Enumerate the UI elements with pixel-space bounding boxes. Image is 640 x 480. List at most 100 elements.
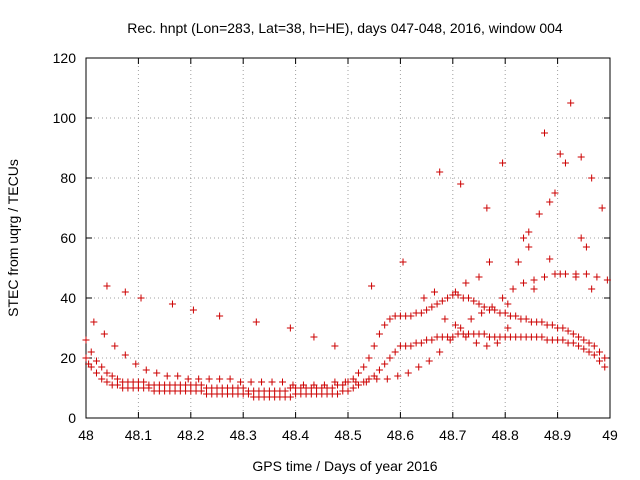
- data-point: [585, 348, 593, 356]
- data-point: [121, 288, 129, 296]
- data-point: [551, 189, 559, 197]
- data-point: [247, 378, 255, 386]
- x-tick-label: 48.3: [230, 427, 257, 443]
- data-point: [546, 198, 554, 206]
- data-point: [197, 381, 205, 389]
- data-points: [82, 99, 611, 401]
- data-point: [436, 348, 444, 356]
- data-point: [470, 297, 478, 305]
- data-point: [103, 369, 111, 377]
- data-point: [87, 348, 95, 356]
- data-point: [598, 204, 606, 212]
- data-point: [538, 333, 546, 341]
- x-tick-label: 48.4: [282, 427, 309, 443]
- data-point: [567, 99, 575, 107]
- data-point: [98, 375, 106, 383]
- data-point: [444, 294, 452, 302]
- data-point: [520, 234, 528, 242]
- data-point: [588, 174, 596, 182]
- data-point: [163, 372, 171, 380]
- data-point: [113, 375, 121, 383]
- data-point: [140, 378, 148, 386]
- data-point: [237, 378, 245, 386]
- data-point: [370, 342, 378, 350]
- data-point: [428, 303, 436, 311]
- data-point: [433, 300, 441, 308]
- y-tick-label: 80: [60, 170, 76, 186]
- y-tick-label: 100: [53, 110, 77, 126]
- data-point: [205, 375, 213, 383]
- data-point: [417, 339, 425, 347]
- data-point: [142, 366, 150, 374]
- data-point: [590, 351, 598, 359]
- data-point: [386, 354, 394, 362]
- data-point: [559, 336, 567, 344]
- data-point: [286, 324, 294, 332]
- data-point: [90, 318, 98, 326]
- data-point: [520, 279, 528, 287]
- data-point: [226, 375, 234, 383]
- data-point: [480, 303, 488, 311]
- x-tick-label: 48.2: [177, 427, 204, 443]
- data-point: [98, 363, 106, 371]
- data-point: [360, 363, 368, 371]
- data-point: [331, 378, 339, 386]
- data-point: [391, 348, 399, 356]
- data-point: [475, 273, 483, 281]
- data-point: [113, 381, 121, 389]
- data-point: [368, 282, 376, 290]
- data-point: [132, 360, 140, 368]
- x-tick-label: 48.7: [439, 427, 466, 443]
- data-point: [596, 357, 604, 365]
- data-point: [499, 294, 507, 302]
- data-point: [341, 378, 349, 386]
- data-point: [475, 300, 483, 308]
- data-point: [92, 357, 100, 365]
- data-point: [375, 366, 383, 374]
- data-point: [299, 381, 307, 389]
- data-point: [381, 360, 389, 368]
- data-point: [601, 363, 609, 371]
- data-point: [394, 372, 402, 380]
- data-point: [575, 333, 583, 341]
- data-point: [174, 372, 182, 380]
- data-point: [168, 300, 176, 308]
- data-point: [556, 270, 564, 278]
- y-axis-label: STEC from uqrg / TECUs: [5, 159, 21, 317]
- data-point: [239, 384, 247, 392]
- data-point: [457, 324, 465, 332]
- data-point: [462, 333, 470, 341]
- data-point: [438, 297, 446, 305]
- y-tick-label: 0: [68, 410, 76, 426]
- data-point: [530, 285, 538, 293]
- data-point: [195, 375, 203, 383]
- data-point: [328, 384, 336, 392]
- data-point: [252, 318, 260, 326]
- data-point: [582, 270, 590, 278]
- data-point: [467, 315, 475, 323]
- data-point: [279, 378, 286, 386]
- data-point: [399, 258, 407, 266]
- y-tick-labels: 0 20 40 60 80 100 120: [53, 50, 77, 426]
- data-point: [381, 321, 389, 329]
- data-point: [465, 294, 473, 302]
- data-point: [334, 390, 342, 398]
- data-point: [425, 357, 433, 365]
- data-point: [483, 204, 491, 212]
- data-point: [580, 345, 588, 353]
- data-point: [480, 330, 488, 338]
- data-point: [556, 150, 564, 158]
- data-point: [153, 369, 161, 377]
- data-point: [310, 333, 318, 341]
- x-tick-label: 48.9: [544, 427, 571, 443]
- data-point: [430, 288, 438, 296]
- data-point: [216, 375, 224, 383]
- data-point: [82, 336, 90, 344]
- data-point: [354, 369, 362, 377]
- data-point: [373, 375, 381, 383]
- data-point: [189, 306, 197, 314]
- data-point: [310, 381, 318, 389]
- data-point: [137, 294, 145, 302]
- data-point: [289, 381, 297, 389]
